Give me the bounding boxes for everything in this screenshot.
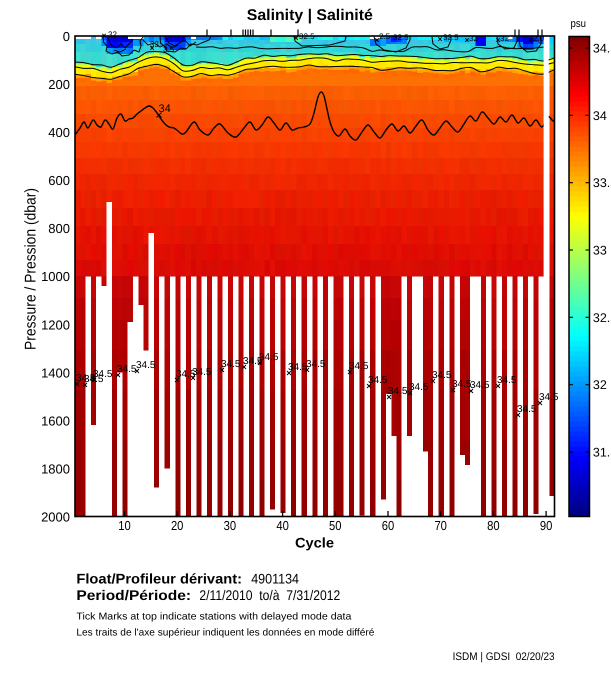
svg-text:Cycle: Cycle [295,535,334,551]
svg-text:33.5: 33.5 [593,176,611,190]
svg-text:90: 90 [540,518,553,533]
svg-text:10: 10 [118,518,131,533]
svg-text:32.5: 32.5 [443,33,459,42]
svg-text:1600: 1600 [41,413,70,428]
svg-text:800: 800 [48,221,70,236]
svg-text:1400: 1400 [41,365,70,380]
svg-text:32: 32 [108,30,117,39]
svg-text:34.5: 34.5 [593,42,611,56]
svg-text:200: 200 [48,77,70,92]
svg-text:32.5: 32.5 [393,33,409,42]
svg-text:3.5: 3.5 [163,45,175,54]
svg-text:33: 33 [593,244,607,258]
svg-text:1000: 1000 [41,269,70,284]
svg-text:40: 40 [276,518,289,533]
svg-text:31.5: 31.5 [593,446,611,460]
svg-text:2/11/2010 to/à 7/31/2012: 2/11/2010 to/à 7/31/2012 [199,587,340,603]
svg-text:30: 30 [224,518,237,533]
svg-text:1200: 1200 [41,317,70,332]
svg-text:34: 34 [593,109,607,123]
svg-text:Period/Période:: Period/Période: [76,587,191,603]
svg-text:400: 400 [48,125,70,140]
svg-text:70: 70 [434,518,447,533]
svg-text:20: 20 [171,518,184,533]
svg-text:Pressure / Pression (dbar): Pressure / Pression (dbar) [23,188,40,350]
svg-text:50: 50 [329,518,342,533]
svg-text:80: 80 [487,518,500,533]
svg-text:2000: 2000 [41,510,70,525]
svg-text:4901134: 4901134 [251,571,299,587]
svg-text:Tick Marks at top indicate sta: Tick Marks at top indicate stations with… [76,612,351,623]
svg-text:32: 32 [593,378,607,392]
svg-text:psu: psu [571,18,587,30]
svg-text:Salinity | Salinité: Salinity | Salinité [247,7,373,24]
svg-text:60: 60 [382,518,395,533]
svg-text:Float/Profileur dérivant:: Float/Profileur dérivant: [76,571,242,587]
svg-text:600: 600 [48,173,70,188]
svg-text:1800: 1800 [41,461,70,476]
svg-text:0: 0 [63,29,70,44]
svg-text:32.5: 32.5 [593,311,611,325]
svg-text:Les traits de l'axe supérieur: Les traits de l'axe supérieur indiquent … [76,628,374,639]
svg-text:ISDM | GDSI 02/20/23: ISDM | GDSI 02/20/23 [453,651,555,663]
